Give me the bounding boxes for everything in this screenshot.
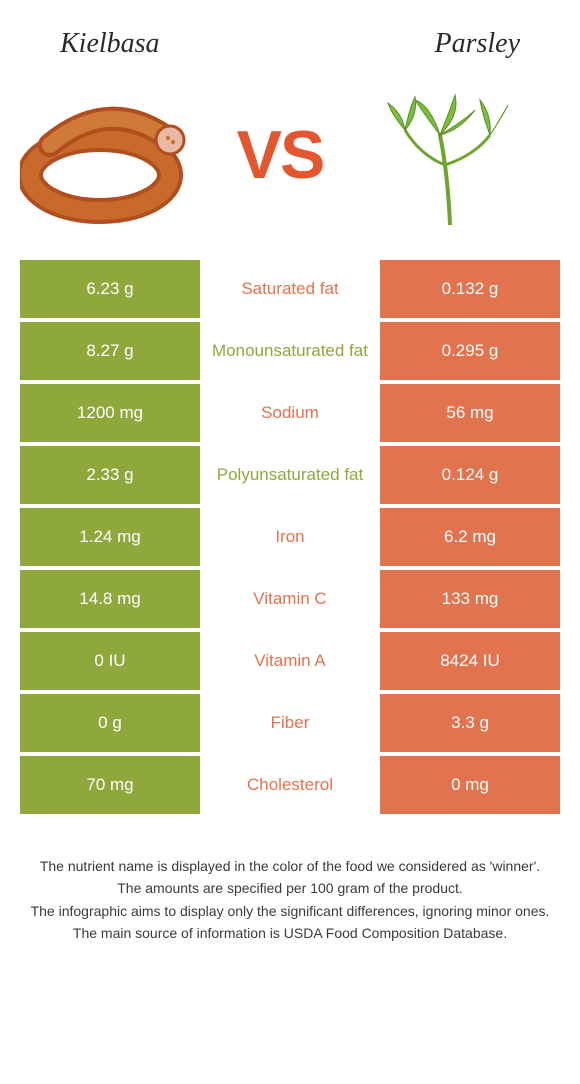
footer-notes: The nutrient name is displayed in the co… <box>20 856 560 943</box>
nutrient-label: Polyunsaturated fat <box>200 446 380 504</box>
parsley-icon <box>360 85 540 225</box>
right-value: 0.295 g <box>380 322 560 380</box>
table-row: 70 mgCholesterol0 mg <box>20 756 560 814</box>
nutrient-label: Vitamin A <box>200 632 380 690</box>
left-value: 1200 mg <box>20 384 200 442</box>
table-row: 14.8 mgVitamin C133 mg <box>20 570 560 628</box>
table-row: 0 gFiber3.3 g <box>20 694 560 752</box>
right-value: 0 mg <box>380 756 560 814</box>
right-food-title: Parsley <box>434 28 520 60</box>
right-value: 0.132 g <box>380 260 560 318</box>
nutrient-label: Vitamin C <box>200 570 380 628</box>
left-value: 6.23 g <box>20 260 200 318</box>
left-value: 0 g <box>20 694 200 752</box>
left-value: 8.27 g <box>20 322 200 380</box>
left-value: 2.33 g <box>20 446 200 504</box>
right-value: 8424 IU <box>380 632 560 690</box>
footer-line: The main source of information is USDA F… <box>20 923 560 943</box>
right-value: 56 mg <box>380 384 560 442</box>
footer-line: The nutrient name is displayed in the co… <box>20 856 560 876</box>
header: Kielbasa Parsley <box>0 0 580 70</box>
left-value: 1.24 mg <box>20 508 200 566</box>
nutrient-table: 6.23 gSaturated fat0.132 g8.27 gMonounsa… <box>20 260 560 814</box>
table-row: 0 IUVitamin A8424 IU <box>20 632 560 690</box>
left-value: 70 mg <box>20 756 200 814</box>
footer-line: The infographic aims to display only the… <box>20 901 560 921</box>
nutrient-label: Saturated fat <box>200 260 380 318</box>
right-value: 0.124 g <box>380 446 560 504</box>
table-row: 8.27 gMonounsaturated fat0.295 g <box>20 322 560 380</box>
hero-row: VS <box>0 70 580 260</box>
table-row: 2.33 gPolyunsaturated fat0.124 g <box>20 446 560 504</box>
left-value: 14.8 mg <box>20 570 200 628</box>
right-value: 6.2 mg <box>380 508 560 566</box>
kielbasa-icon <box>20 85 200 225</box>
right-value: 3.3 g <box>380 694 560 752</box>
right-value: 133 mg <box>380 570 560 628</box>
left-food-title: Kielbasa <box>60 28 160 60</box>
vs-label: VS <box>237 116 324 194</box>
table-row: 1200 mgSodium56 mg <box>20 384 560 442</box>
nutrient-label: Monounsaturated fat <box>200 322 380 380</box>
left-value: 0 IU <box>20 632 200 690</box>
table-row: 6.23 gSaturated fat0.132 g <box>20 260 560 318</box>
footer-line: The amounts are specified per 100 gram o… <box>20 878 560 898</box>
nutrient-label: Cholesterol <box>200 756 380 814</box>
nutrient-label: Sodium <box>200 384 380 442</box>
table-row: 1.24 mgIron6.2 mg <box>20 508 560 566</box>
nutrient-label: Iron <box>200 508 380 566</box>
nutrient-label: Fiber <box>200 694 380 752</box>
